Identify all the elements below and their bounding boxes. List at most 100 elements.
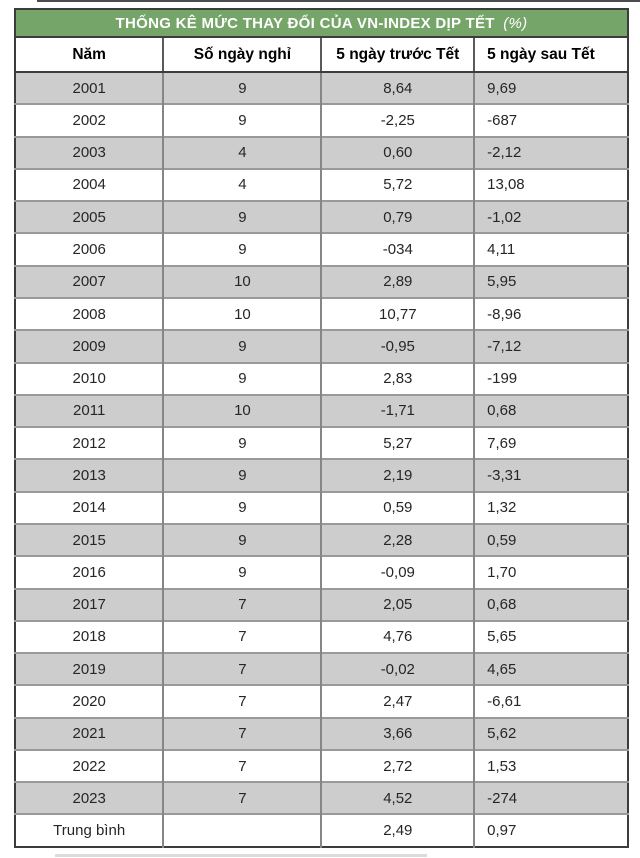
table-title: THỐNG KÊ MỨC THAY ĐỔI CỦA VN-INDEX DỊP T… [14,8,629,38]
cell-holiday-days: 9 [162,70,322,105]
cell-year: Trung bình [15,813,164,847]
cell-after-tet: 13,08 [473,167,628,202]
column-header-year: Năm [15,37,164,73]
cell-holiday-days: 9 [162,232,322,266]
cell-before-tet: 2,47 [320,684,475,718]
cell-before-tet: -0,95 [320,329,475,363]
cell-after-tet: 4,65 [473,652,628,686]
bottom-shadow-strip [55,854,427,857]
table-row: 2006 9 -034 4,11 [15,232,628,266]
cell-year: 2011 [15,393,164,428]
cell-after-tet: 1,32 [473,490,628,524]
table-row: 2020 7 2,47 -6,61 [15,684,628,718]
cell-holiday-days: 10 [162,393,322,428]
cell-before-tet: -1,71 [320,393,475,428]
table-row: 2010 9 2,83 -199 [15,361,628,395]
statistics-table: THỐNG KÊ MỨC THAY ĐỔI CỦA VN-INDEX DỊP T… [14,8,629,848]
cell-holiday-days: 7 [162,781,322,815]
cell-year: 2002 [15,103,164,137]
cell-before-tet: 8,64 [320,70,475,105]
cell-before-tet: 2,28 [320,522,475,557]
cell-holiday-days: 4 [162,135,322,169]
cell-year: 2007 [15,264,164,298]
cell-before-tet: 10,77 [320,296,475,331]
cell-before-tet: 5,27 [320,426,475,460]
cell-after-tet: 5,62 [473,716,628,750]
table-row: 2011 10 -1,71 0,68 [15,393,628,428]
cell-after-tet: 0,68 [473,393,628,428]
cell-before-tet: 0,59 [320,490,475,524]
table-row: Trung bình 2,49 0,97 [15,813,628,847]
cell-after-tet: 0,97 [473,813,628,847]
table-title-row: THỐNG KÊ MỨC THAY ĐỔI CỦA VN-INDEX DỊP T… [14,8,629,38]
cell-holiday-days: 7 [162,716,322,750]
cell-year: 2023 [15,781,164,815]
cell-after-tet: -3,31 [473,458,628,492]
cell-after-tet: -8,96 [473,296,628,331]
cell-year: 2006 [15,232,164,266]
cell-holiday-days: 9 [162,458,322,492]
table-row: 2014 9 0,59 1,32 [15,490,628,524]
cell-year: 2004 [15,167,164,202]
column-header-after-tet: 5 ngày sau Tết [473,37,628,73]
cell-before-tet: 3,66 [320,716,475,750]
cell-after-tet: 7,69 [473,426,628,460]
table-row: 2002 9 -2,25 -687 [15,103,628,137]
cell-before-tet: -2,25 [320,103,475,137]
column-header-before-tet: 5 ngày trước Tết [320,37,475,73]
cell-year: 2001 [15,70,164,105]
cell-after-tet: -6,61 [473,684,628,718]
cell-before-tet: -034 [320,232,475,266]
table-row: 2001 9 8,64 9,69 [15,70,628,105]
cell-holiday-days: 7 [162,587,322,621]
cell-after-tet: -2,12 [473,135,628,169]
cell-before-tet: -0,09 [320,555,475,589]
cell-holiday-days: 9 [162,522,322,557]
cell-before-tet: 2,05 [320,587,475,621]
cell-year: 2010 [15,361,164,395]
cell-before-tet: 2,49 [320,813,475,847]
cell-after-tet: -687 [473,103,628,137]
cell-holiday-days: 7 [162,652,322,686]
cell-after-tet: -199 [473,361,628,395]
cell-after-tet: 0,68 [473,587,628,621]
cell-before-tet: 2,83 [320,361,475,395]
cell-before-tet: 5,72 [320,167,475,202]
table-header-row: Năm Số ngày nghỉ 5 ngày trước Tết 5 ngày… [15,37,628,73]
cell-year: 2019 [15,652,164,686]
table-row: 2008 10 10,77 -8,96 [15,296,628,331]
cell-after-tet: 1,53 [473,748,628,783]
cell-year: 2021 [15,716,164,750]
table-row: 2022 7 2,72 1,53 [15,748,628,783]
table-row: 2016 9 -0,09 1,70 [15,555,628,589]
cell-after-tet: 5,95 [473,264,628,298]
cell-year: 2014 [15,490,164,524]
cell-holiday-days: 9 [162,200,322,234]
table-title-text: THỐNG KÊ MỨC THAY ĐỔI CỦA VN-INDEX DỊP T… [115,14,495,32]
cell-holiday-days: 9 [162,426,322,460]
cell-holiday-days: 9 [162,555,322,589]
cell-year: 2018 [15,619,164,654]
cell-before-tet: 4,76 [320,619,475,654]
cell-year: 2009 [15,329,164,363]
cell-holiday-days: 9 [162,361,322,395]
cell-after-tet: -7,12 [473,329,628,363]
table-row: 2017 7 2,05 0,68 [15,587,628,621]
table-row: 2018 7 4,76 5,65 [15,619,628,654]
cell-year: 2005 [15,200,164,234]
cell-holiday-days: 10 [162,296,322,331]
cell-after-tet: 4,11 [473,232,628,266]
cell-before-tet: 4,52 [320,781,475,815]
cell-before-tet: 2,19 [320,458,475,492]
cell-before-tet: 2,72 [320,748,475,783]
cell-holiday-days: 7 [162,619,322,654]
cell-year: 2012 [15,426,164,460]
cell-holiday-days: 9 [162,490,322,524]
table-row: 2007 10 2,89 5,95 [15,264,628,298]
cell-holiday-days: 9 [162,329,322,363]
cell-before-tet: 0,60 [320,135,475,169]
table-title-unit: (%) [503,14,528,32]
top-border-line [37,0,640,2]
cell-holiday-days: 7 [162,748,322,783]
cell-before-tet: -0,02 [320,652,475,686]
